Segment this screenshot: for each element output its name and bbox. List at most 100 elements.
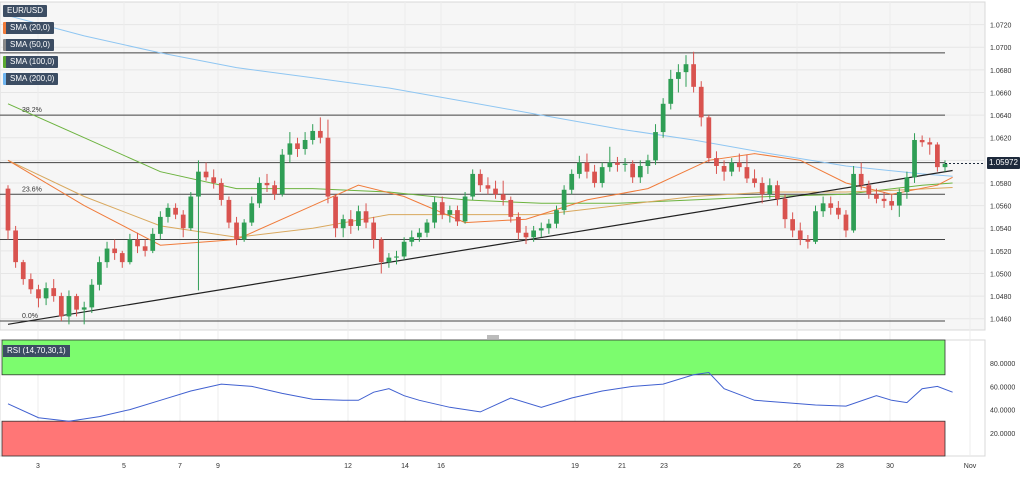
candle-body bbox=[889, 201, 895, 206]
candle-body bbox=[234, 222, 239, 240]
candle-body bbox=[767, 185, 773, 195]
candle-body bbox=[653, 132, 658, 161]
candle-body bbox=[500, 194, 506, 200]
candle-body bbox=[546, 223, 552, 229]
candle-body bbox=[51, 288, 57, 297]
candle-body bbox=[439, 202, 445, 215]
candle-body bbox=[348, 219, 354, 226]
candle-body bbox=[820, 203, 826, 212]
candle-body bbox=[759, 182, 765, 195]
candle-body bbox=[333, 196, 338, 229]
candle-body bbox=[81, 307, 87, 310]
candle-body bbox=[805, 239, 811, 242]
y-tick-label: 1.0640 bbox=[990, 113, 1012, 120]
x-tick-label: 5 bbox=[122, 463, 126, 470]
candle-body bbox=[797, 230, 803, 240]
candle-body bbox=[424, 222, 430, 233]
rsi-overbought-zone bbox=[1, 339, 946, 376]
rsi-label[interactable]: RSI (14,70,30,1) bbox=[3, 345, 70, 357]
candle-body bbox=[691, 64, 696, 87]
candle-body bbox=[279, 154, 285, 195]
candle-body bbox=[736, 162, 742, 168]
candle-body bbox=[455, 210, 460, 222]
candle-body bbox=[13, 230, 18, 263]
candle-body bbox=[919, 139, 925, 143]
x-tick-label: 28 bbox=[836, 463, 844, 470]
candle-body bbox=[874, 194, 879, 199]
candle-body bbox=[835, 207, 841, 215]
candle-body bbox=[257, 182, 262, 204]
candle-body bbox=[310, 130, 316, 140]
candle-body bbox=[43, 288, 49, 299]
legend-sma20[interactable]: SMA (20,0) bbox=[3, 22, 55, 34]
candle-body bbox=[942, 163, 948, 168]
candle-body bbox=[58, 296, 64, 317]
x-tick-label: 30 bbox=[886, 463, 894, 470]
fib-label: 0.0% bbox=[22, 313, 38, 320]
candle-body bbox=[927, 142, 933, 145]
sma200-line bbox=[7, 15, 953, 177]
candle-body bbox=[36, 289, 41, 299]
candle-body bbox=[28, 279, 34, 290]
candle-body bbox=[386, 257, 392, 263]
candle-body bbox=[858, 173, 864, 186]
candle-body bbox=[645, 160, 651, 166]
candle-body bbox=[714, 158, 719, 166]
candle-body bbox=[851, 173, 856, 231]
candle-body bbox=[615, 162, 620, 165]
sma50-line bbox=[7, 159, 953, 238]
candle-body bbox=[683, 64, 689, 73]
candle-body bbox=[508, 199, 514, 217]
legend-sma50[interactable]: SMA (50,0) bbox=[3, 39, 55, 51]
candle-body bbox=[896, 192, 902, 206]
x-tick-label: 21 bbox=[618, 463, 626, 470]
y-tick-label: 1.0480 bbox=[990, 294, 1012, 301]
rsi-tick-label: 60.0000 bbox=[990, 384, 1015, 391]
x-tick-label: 16 bbox=[437, 463, 445, 470]
price-panel-bg bbox=[0, 1, 986, 331]
candle-body bbox=[607, 162, 613, 168]
candle-body bbox=[843, 214, 849, 231]
candle-body bbox=[104, 248, 110, 263]
fib-label: 23.6% bbox=[22, 186, 42, 193]
candle-body bbox=[935, 144, 940, 168]
candle-body bbox=[356, 211, 361, 226]
legend-sma100[interactable]: SMA (100,0) bbox=[3, 56, 59, 68]
y-tick-label: 1.0500 bbox=[990, 271, 1012, 278]
candle-body bbox=[782, 198, 788, 220]
candle-body bbox=[272, 185, 277, 195]
rsi-oversold-zone bbox=[1, 420, 946, 457]
candle-body bbox=[97, 262, 102, 285]
candle-body bbox=[363, 211, 369, 223]
candle-body bbox=[5, 188, 11, 231]
candle-body bbox=[668, 78, 674, 104]
candle-body bbox=[287, 143, 293, 155]
candle-body bbox=[378, 239, 384, 263]
candle-body bbox=[135, 239, 140, 247]
x-tick-label: 19 bbox=[571, 463, 579, 470]
candle-body bbox=[112, 248, 118, 254]
symbol-label[interactable]: EUR/USD bbox=[3, 5, 48, 17]
candle-body bbox=[371, 222, 377, 240]
candle-body bbox=[729, 162, 735, 172]
rsi-tick-label: 20.0000 bbox=[990, 431, 1015, 438]
candle-body bbox=[401, 241, 407, 257]
candle-body bbox=[576, 162, 582, 174]
x-tick-label: 9 bbox=[216, 463, 220, 470]
candle-body bbox=[828, 203, 834, 208]
x-tick-label: 14 bbox=[401, 463, 409, 470]
candle-body bbox=[706, 117, 712, 159]
y-tick-label: 1.0520 bbox=[990, 249, 1012, 256]
legend-sma200[interactable]: SMA (200,0) bbox=[3, 73, 59, 85]
y-tick-label: 1.0680 bbox=[990, 68, 1012, 75]
candle-body bbox=[485, 185, 491, 189]
x-tick-label: 3 bbox=[36, 463, 40, 470]
candle-body bbox=[569, 173, 575, 190]
candle-body bbox=[409, 237, 415, 242]
candle-body bbox=[721, 166, 727, 172]
y-tick-label: 1.0540 bbox=[990, 226, 1012, 233]
candle-body bbox=[592, 171, 597, 183]
candle-body bbox=[744, 167, 750, 179]
candle-body bbox=[295, 143, 300, 150]
